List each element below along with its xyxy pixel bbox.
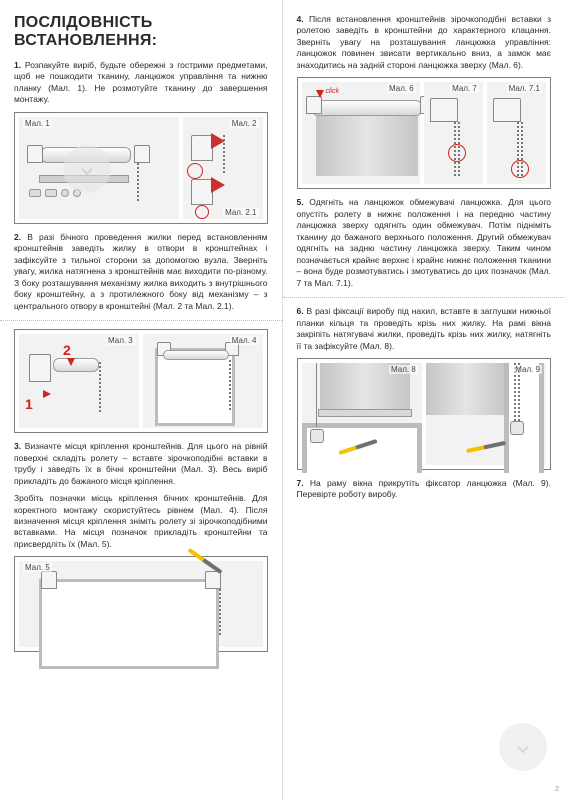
fig-3: Мал. 3 2 1	[19, 334, 139, 428]
fig-3-num1: 1	[25, 396, 33, 412]
fig-71: Мал. 7.1	[487, 82, 546, 184]
fig-6-click: click	[326, 88, 340, 95]
fig-71-label: Мал. 7.1	[507, 84, 542, 93]
figure-box-4: Мал. 6 click Мал. 7 Мал.	[297, 77, 552, 189]
step-4: 4. Після встановлення кронштейнів зірочк…	[297, 14, 552, 71]
figure-box-3: Мал. 5	[14, 556, 268, 652]
divider-2	[283, 297, 565, 298]
step-3-num: 3.	[14, 441, 21, 451]
fig-4: Мал. 4	[143, 334, 263, 428]
step-1-num: 1.	[14, 60, 21, 70]
right-column: 4. Після встановлення кронштейнів зірочк…	[283, 0, 565, 799]
left-column: ПОСЛІДОВНІСТЬ ВСТАНОВЛЕННЯ: 1. Розпакуйт…	[0, 0, 283, 799]
step-2-text: В разі бічного проведення жилки перед вс…	[14, 232, 268, 311]
fig-3-label: Мал. 3	[106, 336, 135, 345]
step-6-text: В разі фіксації виробу під нахил, вставт…	[297, 306, 552, 350]
step-3a: 3. Визначте місця кріплення кронштейнів.…	[14, 441, 268, 487]
fig-1-label: Мал. 1	[23, 119, 52, 128]
fig-8: Мал. 8	[302, 363, 422, 465]
fig-8-label: Мал. 8	[389, 365, 418, 374]
fig-3-num2: 2	[63, 342, 71, 358]
fig-4-label: Мал. 4	[230, 336, 259, 345]
step-5-text: Одягніть на ланцюжок обмежувачі ланцюжка…	[297, 197, 552, 287]
divider-1	[0, 320, 282, 321]
fig-9: Мал. 9	[426, 363, 546, 465]
watermark-icon-2	[499, 723, 547, 771]
page-number: 2	[555, 786, 559, 793]
watermark-icon	[63, 145, 111, 193]
step-7-num: 7.	[297, 478, 304, 488]
fig-7: Мал. 7	[424, 82, 483, 184]
fig-5: Мал. 5	[19, 561, 263, 647]
page-title: ПОСЛІДОВНІСТЬ ВСТАНОВЛЕННЯ:	[14, 14, 268, 50]
fig-21-label: Мал. 2.1	[223, 208, 258, 217]
page: ПОСЛІДОВНІСТЬ ВСТАНОВЛЕННЯ: 1. Розпакуйт…	[0, 0, 565, 799]
step-2-num: 2.	[14, 232, 21, 242]
step-6-num: 6.	[297, 306, 304, 316]
step-1-text: Розпакуйте виріб, будьте обережні з гост…	[14, 60, 268, 104]
step-4-num: 4.	[297, 14, 304, 24]
figure-box-5: Мал. 8 Мал. 9	[297, 358, 552, 470]
fig-5-label: Мал. 5	[23, 563, 52, 572]
step-4-text: Після встановлення кронштейнів зірочкопо…	[297, 14, 552, 70]
step-6: 6. В разі фіксації виробу під нахил, вст…	[297, 306, 552, 352]
fig-2-label: Мал. 2	[230, 119, 259, 128]
fig-2: Мал. 2 Мал. 2.1	[183, 117, 263, 219]
step-3b: Зробіть позначки місць кріплення бічних …	[14, 493, 268, 550]
step-3a-text: Визначте місця кріплення кронштейнів. Дл…	[14, 441, 268, 485]
step-5: 5. Одягніть на ланцюжок обмежувачі ланцю…	[297, 197, 552, 289]
fig-7-label: Мал. 7	[450, 84, 479, 93]
step-7: 7. На раму вікна прикрутіть фіксатор лан…	[297, 478, 552, 501]
fig-6-label: Мал. 6	[387, 84, 416, 93]
step-7-text: На раму вікна прикрутіть фіксатор ланцюж…	[297, 478, 551, 499]
step-1: 1. Розпакуйте виріб, будьте обережні з г…	[14, 60, 268, 106]
fig-9-label: Мал. 9	[513, 365, 542, 374]
step-5-num: 5.	[297, 197, 304, 207]
figure-box-2: Мал. 3 2 1 Мал. 4	[14, 329, 268, 433]
figure-box-1: Мал. 1 Мал. 2	[14, 112, 268, 224]
fig-6: Мал. 6 click	[302, 82, 420, 184]
fig-1: Мал. 1	[19, 117, 179, 219]
step-2: 2. В разі бічного проведення жилки перед…	[14, 232, 268, 312]
